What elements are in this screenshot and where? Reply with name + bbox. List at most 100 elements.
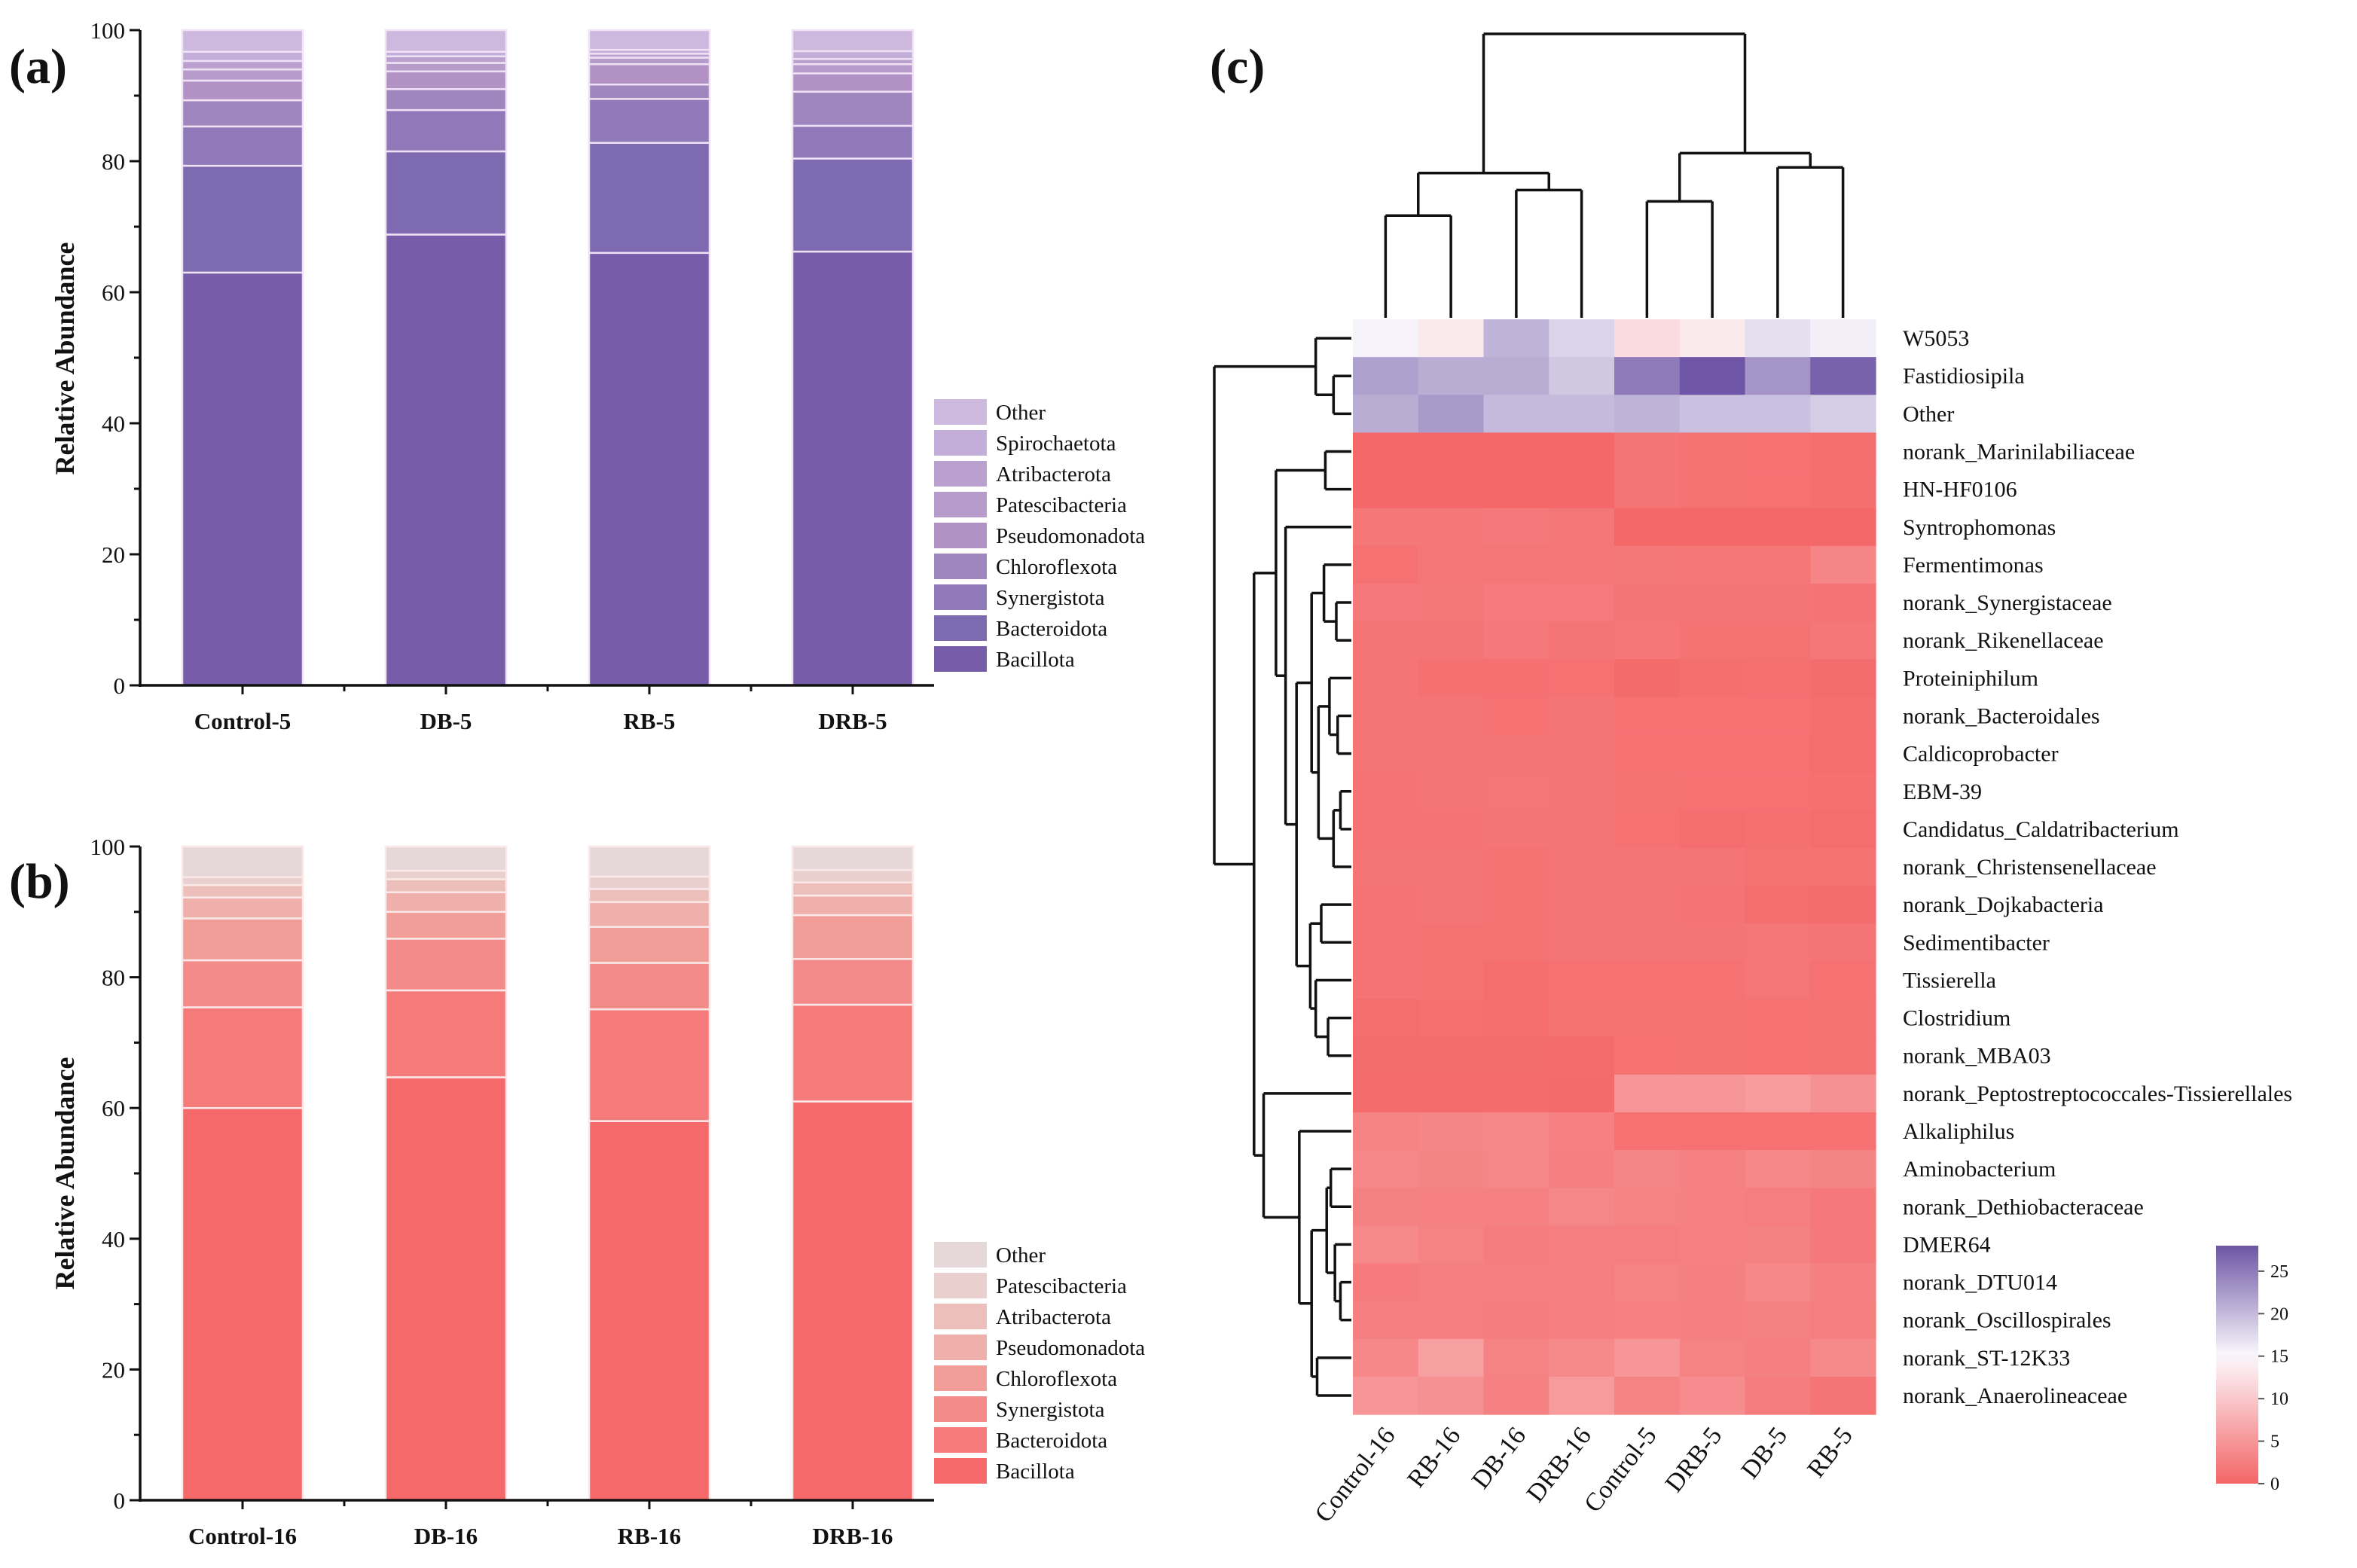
row-label: norank_Oscillospirales	[1903, 1308, 2111, 1333]
heatmap-cell	[1745, 734, 1811, 773]
bar-segment-pseudomonadota	[588, 901, 711, 929]
panel-b-y-axis-title: Relative Abundance	[50, 1057, 80, 1289]
bar-segment-other	[791, 29, 914, 53]
heatmap-cell	[1614, 659, 1681, 697]
bar-segment-spirochaetota	[181, 50, 304, 63]
heatmap-cell	[1745, 1074, 1811, 1113]
heatmap-cell	[1679, 545, 1746, 584]
legend-label: Synergistota	[996, 1398, 1105, 1422]
bar-segment-pseudomonadota	[384, 70, 508, 90]
x-tick-label: Control-5	[194, 708, 292, 734]
heatmap-cell	[1810, 1074, 1876, 1113]
bar-segment-bacteroidota	[384, 150, 508, 236]
heatmap-cell	[1810, 545, 1876, 584]
heatmap-cell	[1483, 1263, 1549, 1302]
heatmap-cell	[1418, 319, 1485, 358]
heatmap-cell	[1679, 319, 1746, 358]
heatmap-cell	[1483, 319, 1549, 358]
heatmap-cell	[1614, 1112, 1681, 1151]
heatmap-cell	[1810, 734, 1876, 773]
bar-segment-synergistota	[181, 125, 304, 167]
heatmap-cell	[1353, 923, 1419, 962]
bar-segment-other	[588, 29, 711, 51]
heatmap-cell	[1353, 1074, 1419, 1113]
heatmap-cell	[1418, 545, 1485, 584]
heatmap-cell	[1614, 961, 1681, 1000]
heatmap-cell	[1614, 923, 1681, 962]
heatmap-cell	[1418, 697, 1485, 736]
heatmap-cell	[1353, 1338, 1419, 1377]
heatmap-cell	[1549, 357, 1615, 395]
heatmap-cell	[1418, 470, 1485, 509]
heatmap-cell	[1549, 1188, 1615, 1226]
heatmap-cell	[1483, 847, 1549, 886]
heatmap-cell	[1679, 734, 1746, 773]
bar-segment-pseudomonadota	[181, 79, 304, 102]
legend-label: Chloroflexota	[996, 555, 1117, 579]
heatmap-cell	[1614, 1188, 1681, 1226]
heatmap-cell	[1549, 432, 1615, 471]
heatmap-cell	[1483, 999, 1549, 1038]
heatmap-cell	[1418, 395, 1485, 434]
heatmap-cell	[1418, 847, 1485, 886]
colorbar	[2216, 1246, 2258, 1484]
heatmap-cell	[1745, 659, 1811, 697]
heatmap-cell	[1810, 1112, 1876, 1151]
legend-label: Pseudomonadota	[996, 1336, 1145, 1360]
bar-segment-other	[181, 845, 304, 879]
heatmap-cell	[1614, 357, 1681, 395]
colorbar-tick-label: 20	[2270, 1304, 2288, 1324]
heatmap-cell	[1549, 1036, 1615, 1075]
heatmap-cell	[1679, 697, 1746, 736]
legend-label: Bacteroidota	[996, 617, 1107, 641]
row-label: norank_Rikenellaceae	[1903, 628, 2104, 653]
heatmap-cell	[1418, 1301, 1485, 1340]
heatmap-cell	[1810, 1338, 1876, 1377]
legend-label: Bacillota	[996, 1460, 1075, 1484]
legend-swatch-bacillota	[934, 646, 987, 672]
heatmap-cell	[1483, 734, 1549, 773]
heatmap-cell	[1614, 1301, 1681, 1340]
heatmap-cell	[1418, 583, 1485, 622]
legend-swatch-bacillota	[934, 1458, 987, 1484]
heatmap-cell	[1810, 923, 1876, 962]
heatmap-cell	[1353, 697, 1419, 736]
heatmap-cell	[1418, 1074, 1485, 1113]
legend-swatch-patescibacteria	[934, 1273, 987, 1298]
legend-swatch-patescibacteria	[934, 492, 987, 517]
heatmap-cell	[1418, 508, 1485, 547]
bar-segment-bacteroidota	[588, 142, 711, 255]
legend-swatch-spirochaetota	[934, 430, 987, 456]
legend-label: Synergistota	[996, 586, 1105, 610]
heatmap-cell	[1418, 772, 1485, 811]
heatmap-cell	[1483, 432, 1549, 471]
heatmap-cell	[1679, 1263, 1746, 1302]
heatmap-cell	[1745, 357, 1811, 395]
heatmap-cell	[1483, 772, 1549, 811]
heatmap-cell	[1549, 508, 1615, 547]
heatmap-cell	[1810, 1150, 1876, 1188]
legend-swatch-synergistota	[934, 1396, 987, 1422]
y-tick-label: 40	[102, 1226, 125, 1252]
legend-label: Chloroflexota	[996, 1367, 1117, 1391]
row-label: W5053	[1903, 326, 1969, 351]
x-tick-label: RB-16	[618, 1523, 681, 1549]
row-label: Syntrophomonas	[1903, 515, 2056, 540]
bar-segment-chloroflexota	[588, 926, 711, 964]
heatmap-cell	[1745, 470, 1811, 509]
row-label: norank_Christensenellaceae	[1903, 855, 2157, 880]
heatmap-cell	[1679, 470, 1746, 509]
row-label: norank_Dojkabacteria	[1903, 892, 2104, 917]
bar-segment-other	[384, 845, 508, 872]
heatmap-cell	[1745, 1301, 1811, 1340]
heatmap-cell	[1810, 395, 1876, 434]
bar-segment-patescibacteria	[588, 875, 711, 890]
heatmap-cell	[1745, 1036, 1811, 1075]
bar-segment-patescibacteria	[384, 62, 508, 73]
row-label: norank_ST-12K33	[1903, 1346, 2070, 1371]
bar-segment-bacillota	[791, 250, 914, 687]
heatmap-cell	[1353, 508, 1419, 547]
legend-swatch-pseudomonadota	[934, 523, 987, 548]
heatmap-cell	[1483, 659, 1549, 697]
heatmap-cell	[1614, 1338, 1681, 1377]
